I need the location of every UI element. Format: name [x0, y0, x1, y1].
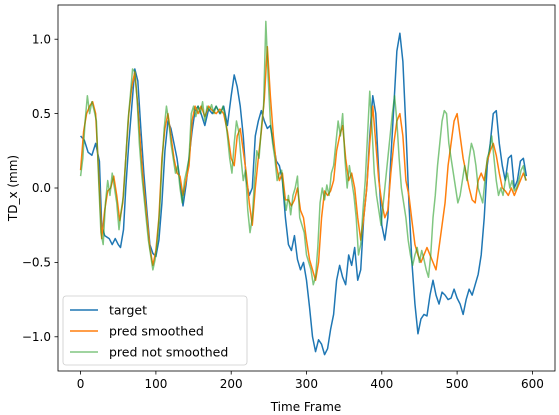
- y-tick-label: −0.5: [22, 256, 51, 270]
- series-line-pred-not-smoothed: [79, 20, 527, 286]
- y-tick-label: −1.0: [22, 330, 51, 344]
- x-tick-label: 0: [77, 377, 85, 391]
- legend-label: pred smoothed: [109, 324, 204, 339]
- y-axis-label: TD_x (mm): [6, 155, 20, 222]
- x-tick-label: 600: [521, 377, 544, 391]
- y-tick-label: 0.0: [32, 181, 51, 195]
- legend-label: target: [109, 303, 147, 318]
- legend-box: [62, 295, 248, 366]
- x-tick-label: 100: [144, 377, 167, 391]
- x-axis-label: Time Frame: [270, 400, 342, 414]
- x-axis: 0 100 200 300 400 500 600: [77, 371, 544, 391]
- x-tick-label: 200: [220, 377, 243, 391]
- y-tick-label: 1.0: [32, 32, 51, 46]
- y-axis: 1.0 0.5 0.0 −0.5 −1.0: [22, 32, 58, 344]
- x-tick-label: 500: [446, 377, 469, 391]
- series-line-pred-smoothed: [79, 45, 528, 281]
- legend: target pred smoothed pred not smoothed: [62, 295, 248, 366]
- legend-label: pred not smoothed: [109, 345, 228, 360]
- x-tick-label: 400: [370, 377, 393, 391]
- x-tick-label: 300: [295, 377, 318, 391]
- series-layer: [79, 20, 528, 356]
- y-tick-label: 0.5: [32, 107, 51, 121]
